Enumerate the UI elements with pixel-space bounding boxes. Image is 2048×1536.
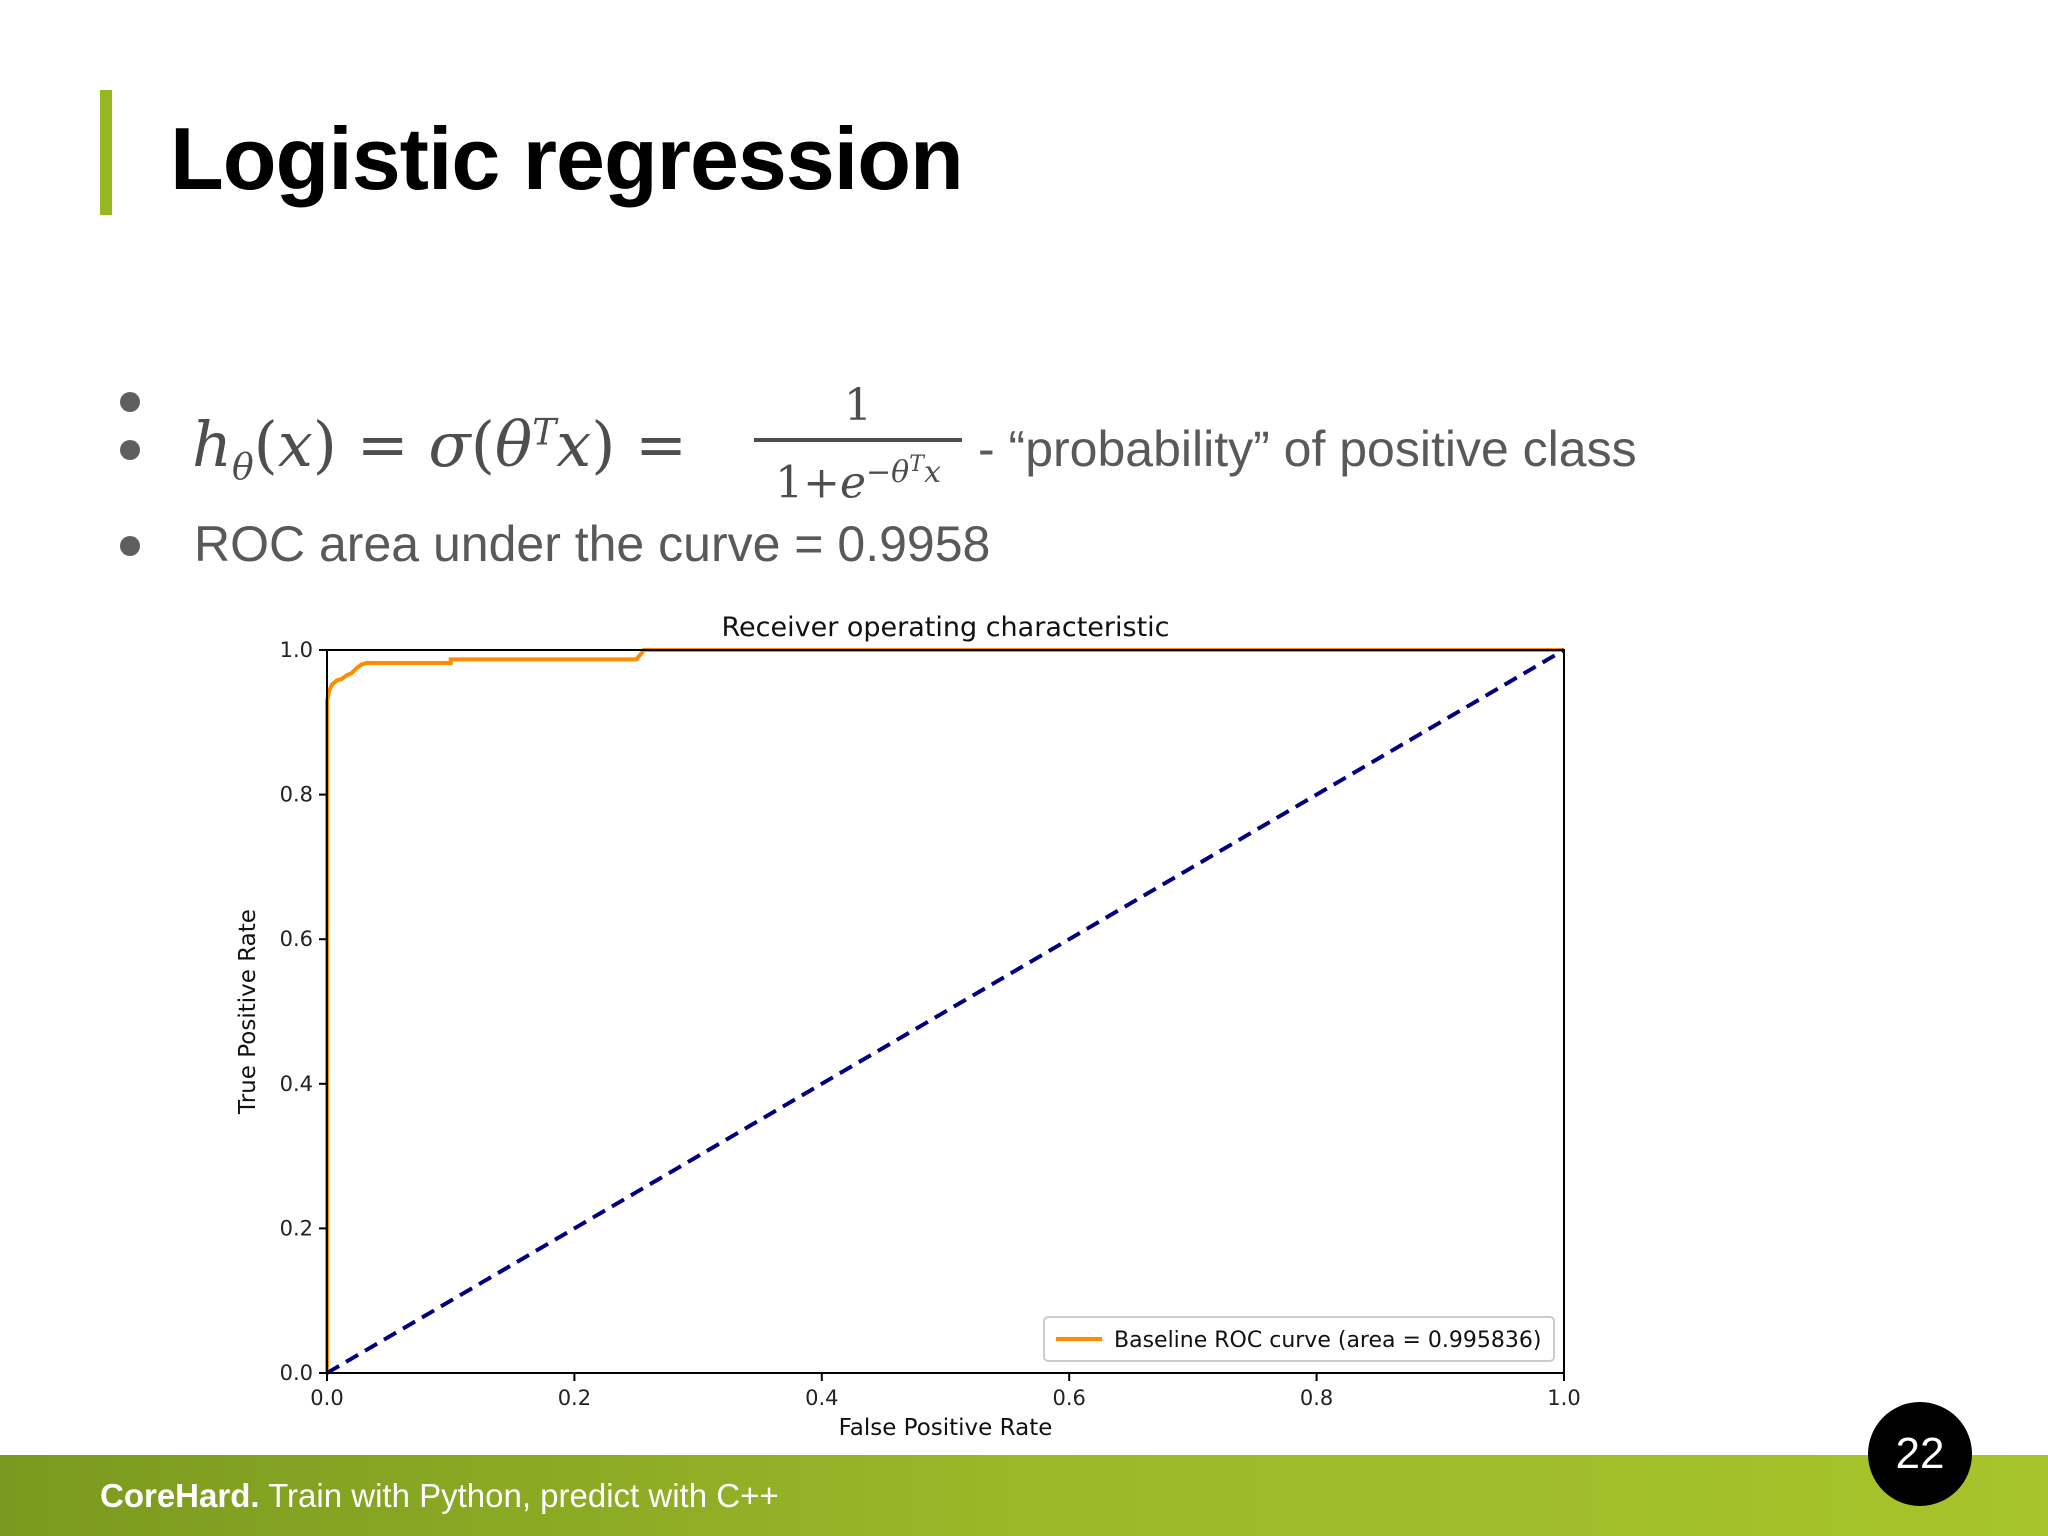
footer-text: CoreHard. Train with Python, predict wit… — [100, 1477, 779, 1515]
title-accent-bar — [100, 90, 112, 215]
roc-chart: Receiver operating characteristic 0.0 0.2 0… — [220, 600, 1600, 1455]
x-tick-label: 0.4 — [805, 1386, 838, 1410]
legend-box — [1043, 1316, 1555, 1362]
slide-title: Logistic regression — [170, 109, 964, 208]
y-axis-label: True Positive Rate — [235, 909, 261, 1115]
formula-denominator: 1+e−θTx — [775, 452, 941, 509]
y-tick-label: 0.6 — [280, 927, 313, 951]
x-axis-label: False Positive Rate — [839, 1415, 1053, 1441]
diagonal-reference-line — [325, 648, 1566, 1375]
formula-lhs: hθ(x) = σ(θTx) = — [192, 408, 688, 489]
legend-label: Baseline ROC curve (area = 0.995836) — [1114, 1328, 1541, 1353]
plot-frame — [326, 649, 1565, 1374]
x-tick-label: 0.0 — [310, 1386, 343, 1410]
x-tick-label: 0.8 — [1300, 1386, 1333, 1410]
bullet-dot — [120, 440, 140, 460]
y-tick-label: 0.8 — [280, 783, 313, 807]
footer-bar: CoreHard. Train with Python, predict wit… — [0, 1455, 2048, 1536]
y-tick-label: 0.2 — [280, 1216, 313, 1240]
x-tick-label: 0.6 — [1052, 1386, 1085, 1410]
page-number-badge: 22 — [1868, 1402, 1972, 1506]
roc-area-text: ROC area under the curve = 0.9958 — [194, 516, 991, 572]
formula-fraction: 1 1+e−θTx — [754, 380, 962, 509]
formula-description: - “probability” of positive class — [978, 421, 1637, 477]
roc-curve-line — [325, 648, 1564, 1373]
footer-brand: CoreHard. — [100, 1477, 260, 1514]
formula-numerator: 1 — [844, 380, 872, 431]
footer-tagline: Train with Python, predict with C++ — [268, 1477, 779, 1514]
bullet-dot — [120, 392, 140, 412]
x-tick-label: 1.0 — [1547, 1386, 1580, 1410]
fraction-line — [754, 438, 962, 442]
y-tick-label: 0.0 — [280, 1361, 313, 1385]
x-tick-label: 0.2 — [558, 1386, 591, 1410]
roc-chart-svg: Receiver operating characteristic 0.0 0.2 0… — [235, 612, 1581, 1441]
y-tick-label: 0.4 — [280, 1072, 313, 1096]
y-tick-label: 1.0 — [280, 638, 313, 662]
chart-title: Receiver operating characteristic — [721, 612, 1169, 643]
bullet-dot — [120, 536, 140, 556]
